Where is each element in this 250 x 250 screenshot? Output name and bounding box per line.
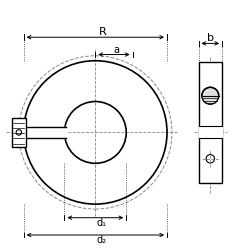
Text: b: b (207, 33, 214, 43)
Text: R: R (99, 27, 107, 37)
Bar (12, 118, 26, 147)
Circle shape (206, 154, 214, 163)
Text: a: a (114, 44, 119, 54)
Text: d₁: d₁ (96, 218, 106, 228)
Bar (198, 132, 222, 183)
Text: d₂: d₂ (96, 236, 106, 246)
Bar (198, 62, 222, 132)
Circle shape (202, 87, 219, 104)
